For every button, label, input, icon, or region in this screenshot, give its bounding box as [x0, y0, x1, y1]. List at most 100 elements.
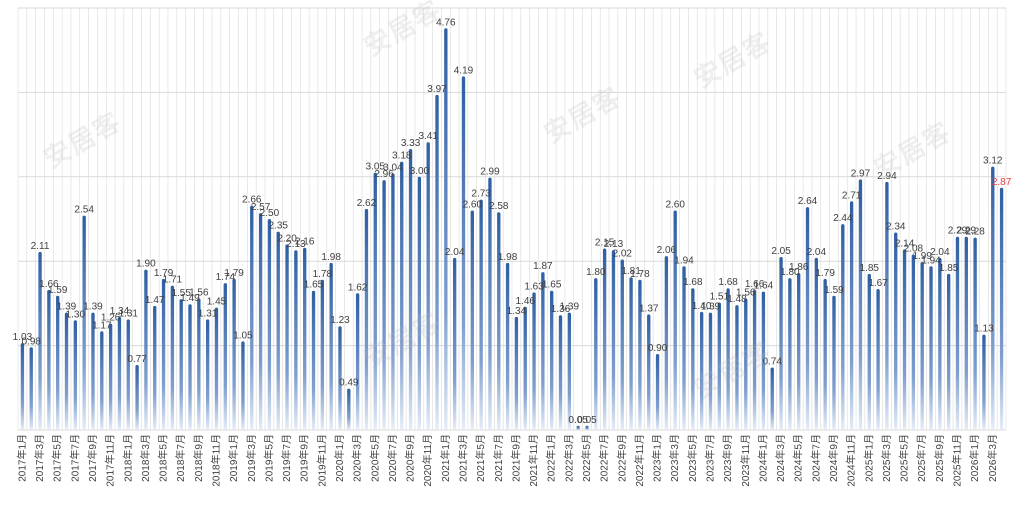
x-axis-ticks: 2017年1月 2017年3月 2017年5月 2017年7月 2017年9月 2017年… — [15, 434, 998, 487]
bar — [594, 278, 598, 430]
x-tick-label: 2023年9月 — [721, 434, 734, 482]
bar — [523, 306, 527, 430]
data-label: 1.68 — [683, 277, 703, 288]
data-label: 1.94 — [674, 255, 694, 266]
bar — [47, 289, 51, 430]
bar — [82, 215, 86, 430]
data-label: 1.59 — [48, 285, 68, 296]
bar — [982, 334, 986, 430]
data-label: 2.57 — [251, 202, 271, 213]
data-label: 1.74 — [216, 272, 236, 283]
data-label: 0.90 — [648, 343, 668, 354]
bar — [532, 292, 536, 430]
data-label: 1.39 — [83, 302, 103, 313]
bar — [250, 205, 254, 430]
bar — [858, 179, 863, 430]
bar — [867, 273, 871, 430]
x-tick-label: 2019年11月 — [315, 434, 328, 487]
x-tick-label: 2017年3月 — [33, 434, 46, 482]
bar — [691, 288, 695, 430]
bar — [744, 298, 748, 430]
bar — [991, 166, 995, 430]
bar — [567, 312, 572, 430]
bar — [276, 231, 280, 430]
data-label: 1.66 — [39, 279, 59, 290]
bar — [911, 254, 916, 430]
data-label: 2.14 — [895, 238, 915, 249]
x-tick-label: 2023年7月 — [703, 434, 716, 482]
bar — [946, 273, 951, 430]
bar — [373, 172, 377, 430]
data-label: 1.80 — [780, 267, 800, 278]
data-label: 1.48 — [727, 294, 747, 305]
bar — [56, 295, 60, 430]
data-label: 1.85 — [939, 263, 959, 274]
data-label: 1.39 — [560, 302, 580, 313]
x-tick-label: 2018年3月 — [139, 434, 152, 482]
x-tick-label: 2019年9月 — [298, 434, 311, 482]
data-label: 1.62 — [348, 282, 368, 293]
bar — [100, 331, 104, 430]
data-label: 4.19 — [454, 65, 474, 76]
data-label: 2.04 — [807, 247, 827, 258]
data-label: 2.29 — [957, 226, 977, 237]
bar — [391, 173, 395, 430]
data-label: 0.77 — [127, 354, 147, 365]
data-label: 2.08 — [904, 243, 924, 254]
bar — [832, 295, 836, 430]
x-tick-label: 2024年9月 — [827, 434, 840, 482]
bar — [708, 312, 713, 430]
data-label: 0.98 — [21, 336, 41, 347]
data-label: 2.13 — [286, 239, 306, 250]
bar — [117, 316, 122, 430]
data-label: 1.79 — [224, 268, 244, 279]
x-tick-label: 2020年7月 — [386, 434, 399, 482]
bar — [320, 279, 325, 430]
x-tick-label: 2019年5月 — [262, 434, 275, 482]
data-label: 2.04 — [930, 247, 950, 258]
data-label: 1.81 — [621, 266, 641, 277]
data-label: 1.85 — [860, 263, 880, 274]
bar — [920, 262, 924, 430]
bar — [205, 319, 210, 430]
x-tick-label: 2019年1月 — [227, 434, 240, 482]
data-label: 2.60 — [463, 200, 483, 211]
data-label: 1.68 — [718, 277, 738, 288]
data-label: 2.15 — [595, 238, 615, 249]
data-label: 1.49 — [180, 293, 200, 304]
bar — [929, 266, 933, 430]
bar — [558, 315, 563, 430]
x-tick-label: 2017年9月 — [86, 434, 99, 482]
data-label: 2.28 — [965, 227, 985, 238]
bar — [223, 283, 227, 430]
data-label: 1.86 — [789, 262, 809, 273]
data-label: 3.04 — [383, 162, 403, 173]
data-label: 2.87 — [992, 177, 1012, 188]
bar — [902, 249, 907, 430]
bar — [726, 288, 730, 430]
bar — [91, 312, 95, 430]
data-label: 0.74 — [762, 357, 782, 368]
bar — [938, 257, 942, 430]
data-label: 1.71 — [163, 275, 183, 286]
data-label: 0.49 — [339, 378, 359, 389]
data-label: 2.35 — [268, 221, 288, 232]
data-label: 2.16 — [295, 237, 315, 248]
bar — [258, 213, 263, 430]
data-label: 1.31 — [198, 308, 218, 319]
data-label: 1.46 — [515, 296, 535, 307]
x-tick-label: 2023年5月 — [686, 434, 699, 482]
data-label: 0.05 — [568, 415, 588, 426]
bar — [973, 237, 977, 430]
data-label: 2.06 — [657, 245, 677, 256]
data-label: 1.98 — [321, 252, 341, 263]
data-label: 1.79 — [154, 268, 174, 279]
data-label: 1.13 — [974, 324, 994, 335]
x-tick-label: 2024年1月 — [756, 434, 769, 482]
data-label: 1.55 — [171, 288, 191, 299]
x-tick-label: 2019年3月 — [245, 434, 258, 482]
data-label: 2.60 — [665, 200, 685, 211]
data-label: 2.94 — [877, 171, 897, 182]
data-label: 1.03 — [13, 332, 33, 343]
data-label: 2.50 — [260, 208, 280, 219]
